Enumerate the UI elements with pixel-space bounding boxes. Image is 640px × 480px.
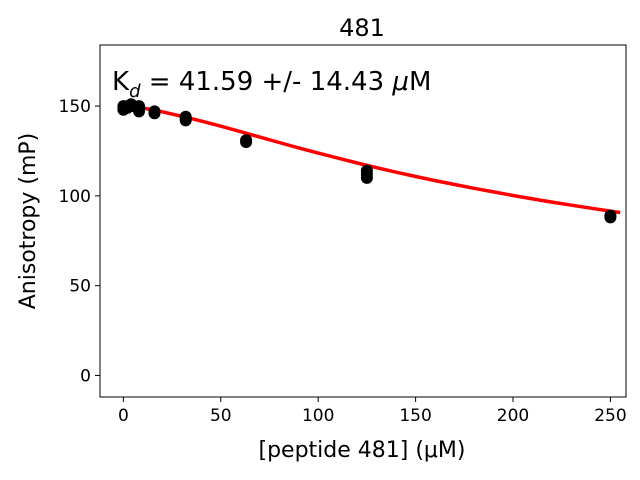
plot-area: [99, 44, 627, 398]
data-point: [240, 136, 253, 148]
plot-background: [100, 45, 626, 397]
fit-curve: [123, 105, 621, 215]
fit-curve-layer: [123, 105, 621, 215]
y-axis-label: Anisotropy (mP): [16, 133, 41, 310]
data-point: [360, 171, 373, 184]
data-point: [133, 105, 145, 118]
y-tick-label: 50: [69, 277, 91, 297]
kd-unit-symbol: μ: [391, 67, 409, 97]
x-tick-label: 250: [594, 406, 626, 426]
y-tick-label: 100: [59, 187, 91, 207]
x-tick-label: 100: [302, 406, 334, 426]
kd-annotation: Kd = 41.59 +/- 14.43 μM: [112, 67, 431, 102]
kd-prefix: K: [112, 67, 130, 97]
data-point: [179, 112, 192, 125]
x-tick-label: 150: [399, 406, 431, 426]
x-tick-label: 200: [497, 406, 529, 426]
y-axis: 0 50 100 150: [59, 97, 100, 386]
x-tick-label: 50: [210, 406, 232, 426]
x-tick-label: 0: [118, 406, 129, 426]
kd-value: = 41.59 +/- 14.43: [141, 67, 393, 97]
plot-frame: [99, 44, 627, 398]
kd-unit-rest: M: [409, 67, 431, 97]
y-tick-label: 150: [59, 97, 91, 117]
data-points-layer: [117, 98, 617, 224]
kd-subscript: d: [129, 81, 141, 102]
x-axis-label: [peptide 481] (μM): [259, 438, 466, 463]
y-tick-label: 0: [80, 366, 91, 386]
data-point: [604, 211, 617, 224]
chart-title: 481: [339, 14, 385, 42]
x-axis: 0 50 100 150 200 250: [118, 397, 627, 426]
data-point: [148, 107, 161, 120]
